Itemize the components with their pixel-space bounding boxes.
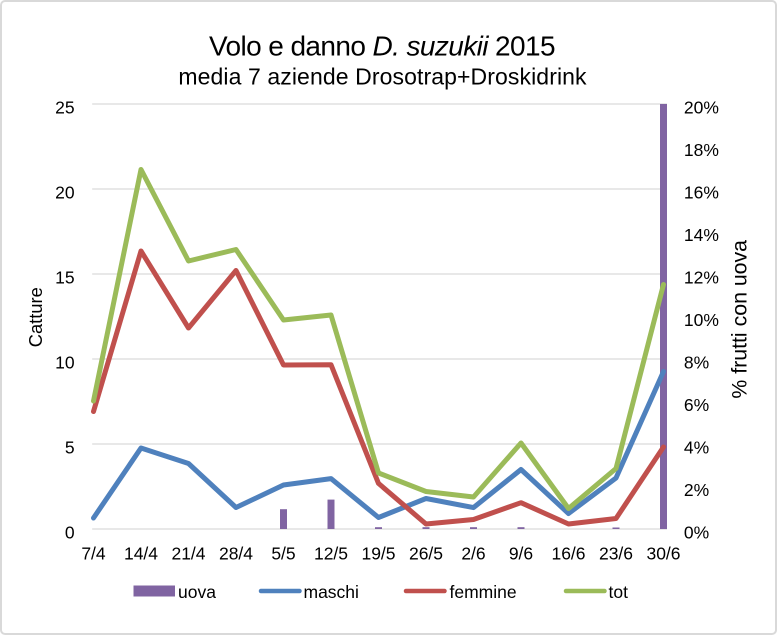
svg-text:% frutti con uova: % frutti con uova bbox=[728, 240, 752, 399]
svg-text:14/4: 14/4 bbox=[124, 544, 158, 564]
svg-text:20%: 20% bbox=[684, 97, 719, 117]
svg-text:16%: 16% bbox=[684, 182, 719, 202]
svg-text:20: 20 bbox=[55, 183, 75, 203]
svg-text:0%: 0% bbox=[684, 522, 709, 542]
svg-text:18%: 18% bbox=[684, 140, 719, 160]
svg-text:28/4: 28/4 bbox=[219, 544, 253, 564]
svg-text:15: 15 bbox=[55, 268, 74, 288]
svg-text:16/6: 16/6 bbox=[551, 544, 585, 564]
svg-text:Volo e danno D. suzukii 2015: Volo e danno D. suzukii 2015 bbox=[209, 30, 555, 61]
svg-text:23/6: 23/6 bbox=[599, 544, 633, 564]
svg-text:12/5: 12/5 bbox=[314, 544, 348, 564]
svg-text:2%: 2% bbox=[684, 480, 709, 500]
svg-text:media 7 aziende Drosotrap+Dros: media 7 aziende Drosotrap+Droskidrink bbox=[178, 64, 587, 90]
svg-text:8%: 8% bbox=[684, 352, 709, 372]
svg-text:26/5: 26/5 bbox=[409, 544, 443, 564]
svg-text:14%: 14% bbox=[684, 225, 719, 245]
svg-text:12%: 12% bbox=[684, 267, 719, 287]
svg-text:femmine: femmine bbox=[450, 582, 517, 602]
svg-text:10%: 10% bbox=[684, 310, 719, 330]
svg-text:uova: uova bbox=[178, 582, 216, 602]
svg-text:2/6: 2/6 bbox=[461, 544, 485, 564]
svg-text:5/5: 5/5 bbox=[271, 544, 295, 564]
svg-text:30/6: 30/6 bbox=[646, 544, 680, 564]
svg-text:9/6: 9/6 bbox=[509, 544, 533, 564]
svg-text:4%: 4% bbox=[684, 437, 709, 457]
svg-text:tot: tot bbox=[609, 582, 629, 602]
svg-text:5: 5 bbox=[65, 438, 75, 458]
svg-text:25: 25 bbox=[55, 98, 74, 118]
svg-text:Catture: Catture bbox=[25, 287, 46, 347]
svg-text:10: 10 bbox=[55, 353, 75, 373]
svg-text:0: 0 bbox=[65, 523, 75, 543]
svg-text:7/4: 7/4 bbox=[81, 544, 106, 564]
svg-text:maschi: maschi bbox=[304, 582, 359, 602]
svg-text:19/5: 19/5 bbox=[361, 544, 395, 564]
svg-text:6%: 6% bbox=[684, 395, 709, 415]
svg-text:21/4: 21/4 bbox=[171, 544, 205, 564]
